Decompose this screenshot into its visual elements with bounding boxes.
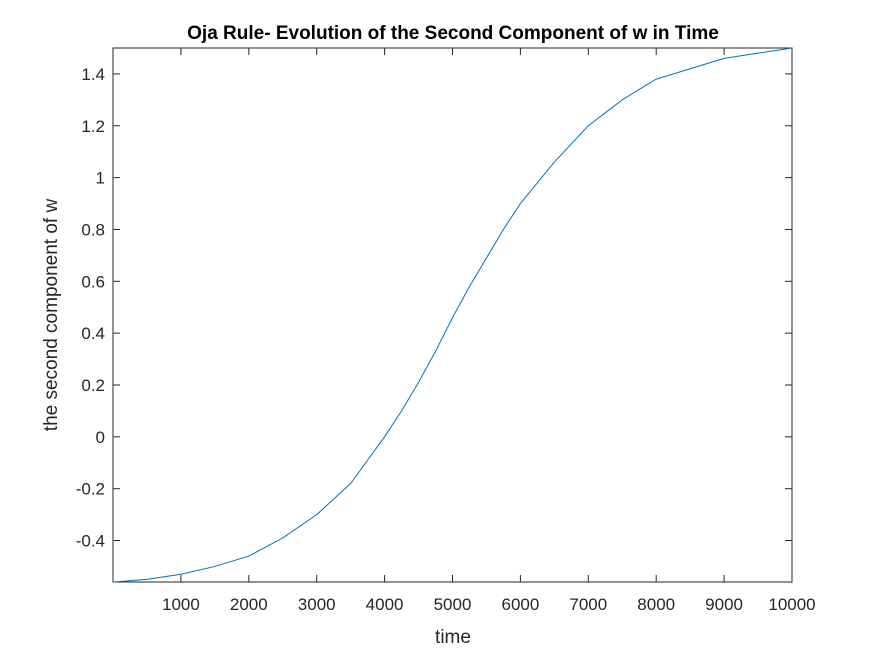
y-tick-label: -0.2 xyxy=(76,480,105,499)
x-tick-label: 9000 xyxy=(705,595,743,614)
y-tick-label: 0.8 xyxy=(81,220,105,239)
x-tick-label: 10000 xyxy=(768,595,815,614)
x-tick-label: 5000 xyxy=(434,595,472,614)
y-axis-label: the second component of w xyxy=(41,199,62,432)
y-tick-label: 0.4 xyxy=(81,324,105,343)
y-tick-label: 0.6 xyxy=(81,272,105,291)
y-tick-label: 0 xyxy=(96,428,105,447)
x-tick-label: 1000 xyxy=(162,595,200,614)
y-tick-label: 1.2 xyxy=(81,117,105,136)
x-tick-label: 8000 xyxy=(637,595,675,614)
y-tick-label: 1.4 xyxy=(81,65,105,84)
y-tick-label: -0.4 xyxy=(76,532,105,551)
x-tick-label: 6000 xyxy=(501,595,539,614)
chart-title: Oja Rule- Evolution of the Second Compon… xyxy=(187,23,719,44)
x-tick-label: 3000 xyxy=(298,595,336,614)
y-tick-label: 1 xyxy=(96,169,105,188)
axes-box xyxy=(112,47,793,583)
x-tick-label: 7000 xyxy=(569,595,607,614)
x-tick-label: 4000 xyxy=(366,595,404,614)
series-line xyxy=(112,47,793,583)
x-tick-label: 2000 xyxy=(230,595,268,614)
x-axis-label: time xyxy=(435,627,471,648)
plot-area: 1000 2000 3000 4000 5000 6000 7000 8000 9000 1000… xyxy=(76,47,816,614)
y-tick-label: 0.2 xyxy=(81,376,105,395)
